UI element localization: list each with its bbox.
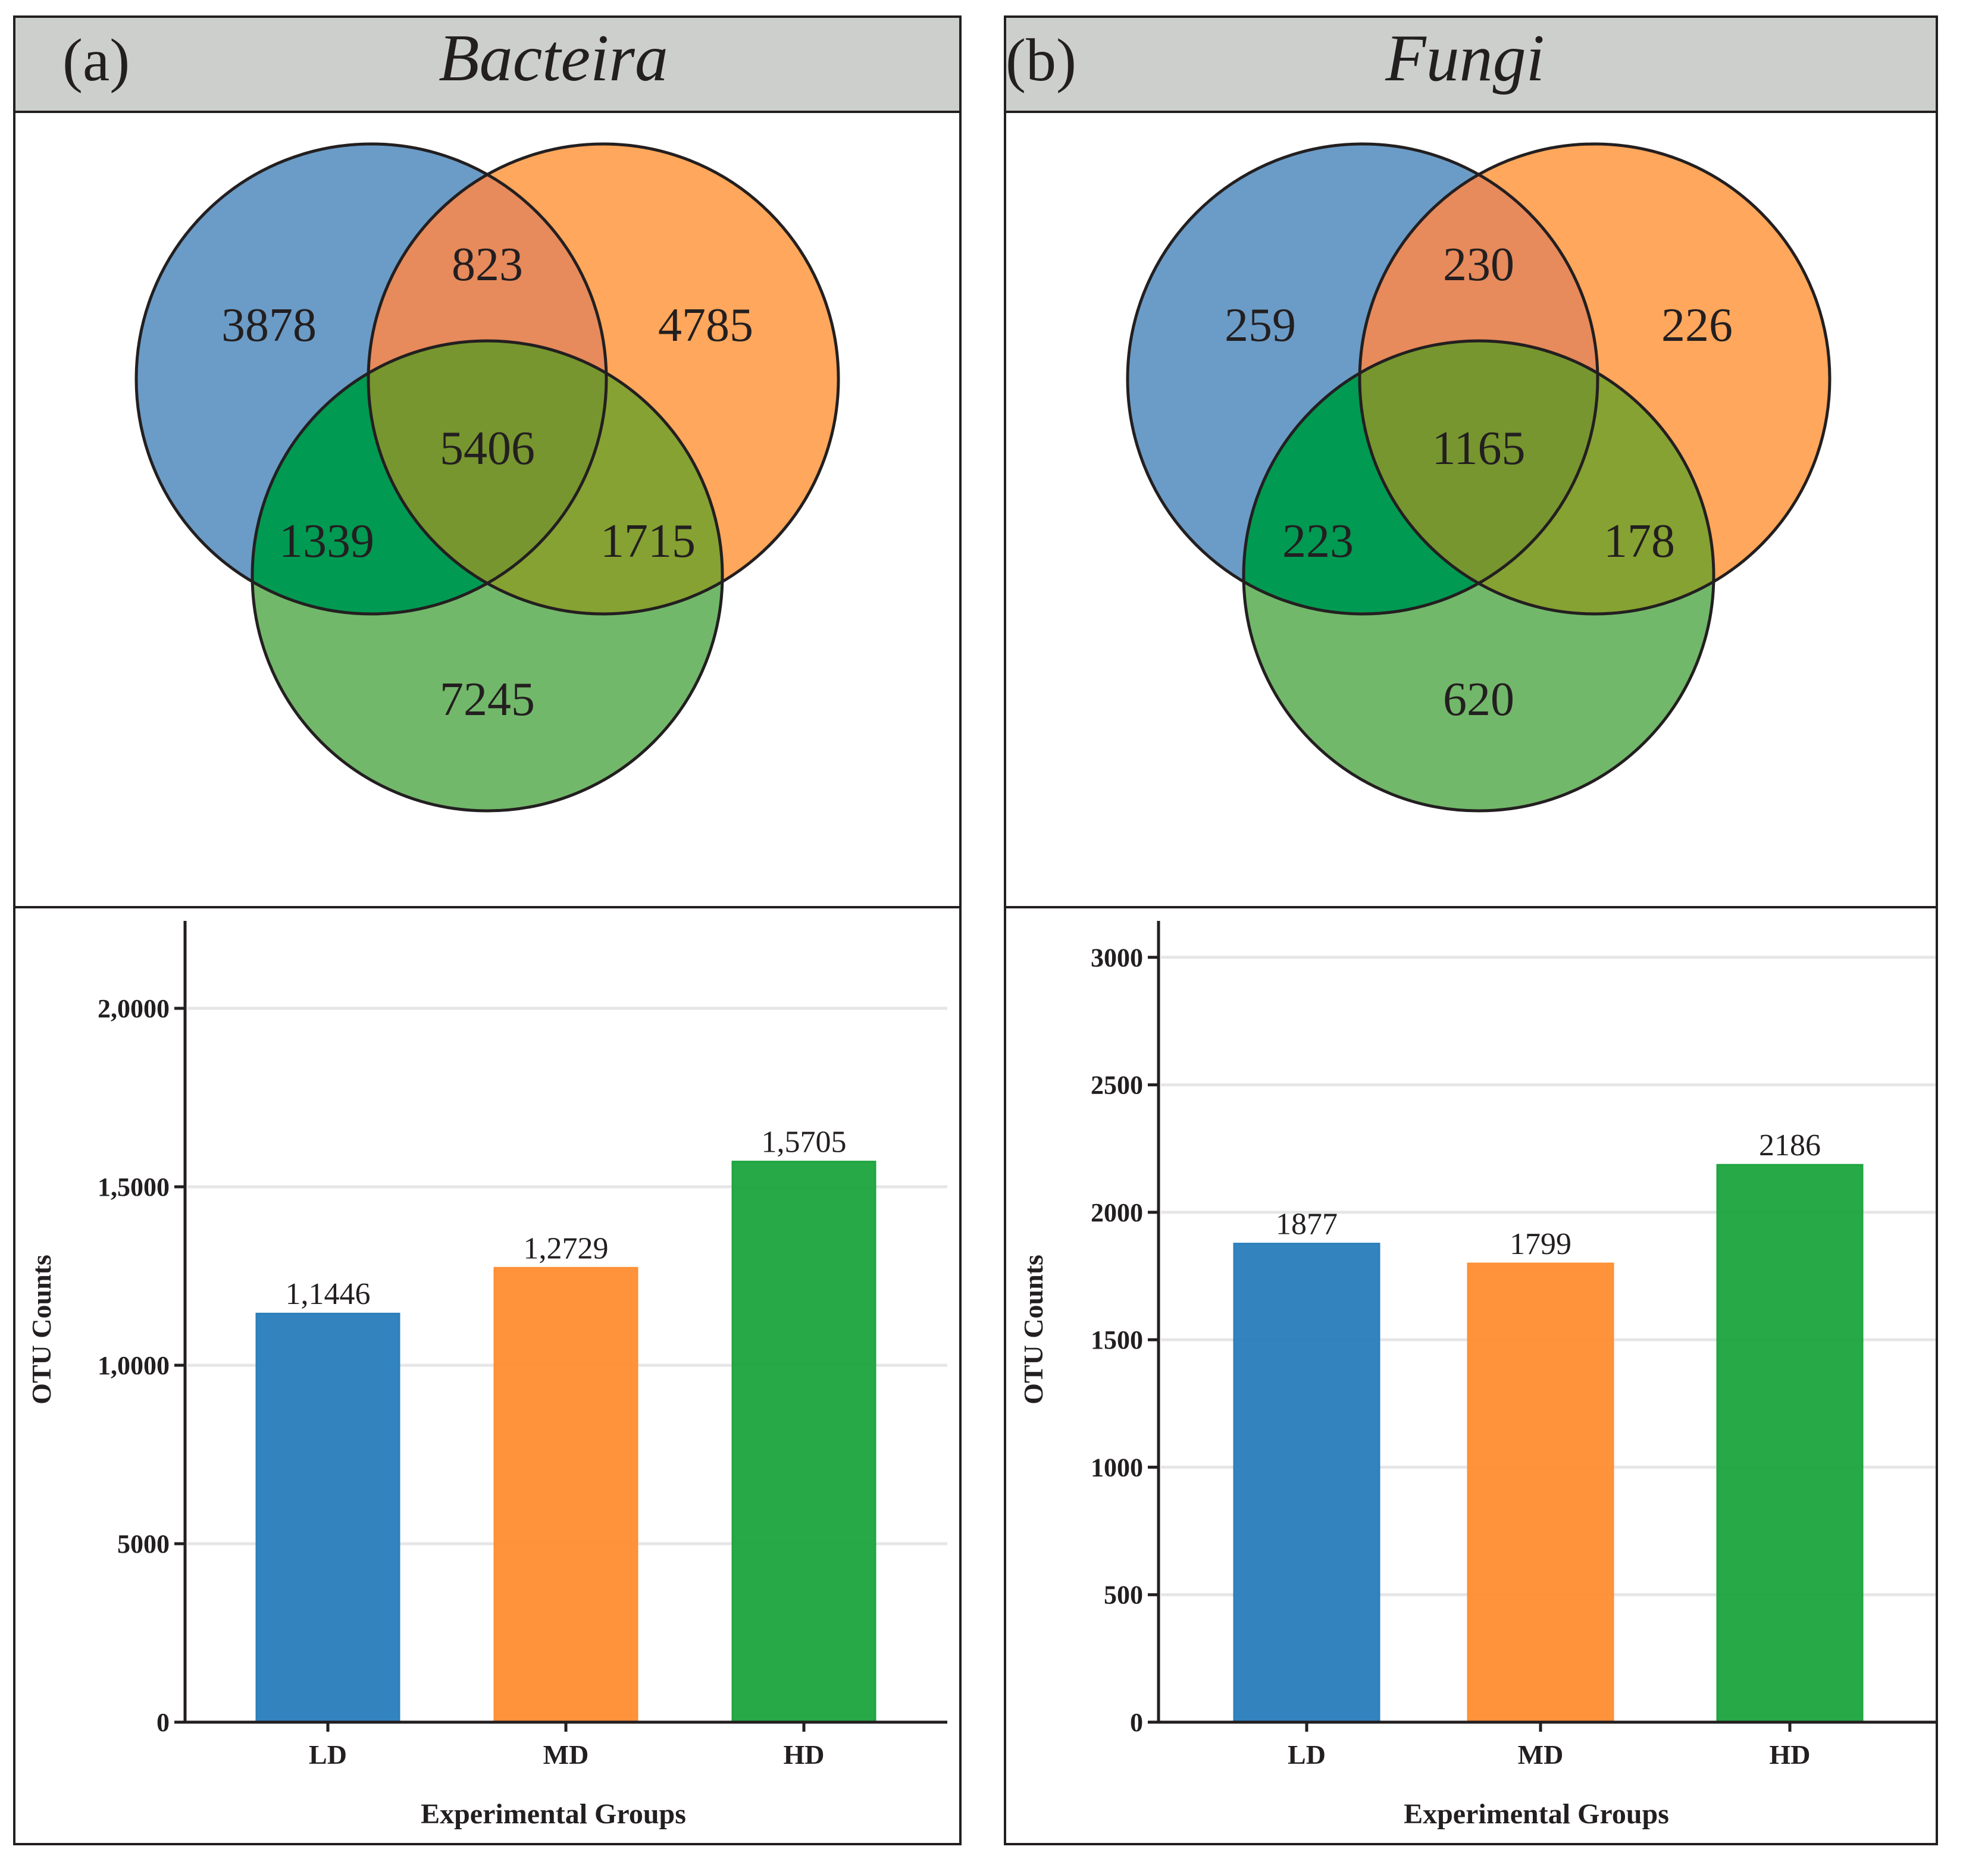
y-tick-label: 1,0000 (98, 1351, 170, 1380)
panel-b-label: (b) (1006, 27, 1076, 94)
y-tick-label: 1,5000 (98, 1173, 170, 1202)
bar-value-label-hd: 2186 (1759, 1128, 1821, 1162)
y-tick-label: 500 (1104, 1581, 1143, 1610)
x-axis-title: Experimental Groups (1404, 1798, 1669, 1830)
y-tick-label: 2,0000 (98, 994, 170, 1023)
venn-label-all: 5406 (440, 422, 535, 475)
panel-frames (13, 15, 1938, 1845)
venn-outline-md (367, 142, 840, 616)
bar-value-label-ld: 1,1446 (286, 1277, 371, 1311)
venn-label-ld-hd: 1339 (279, 515, 374, 568)
bar-md (493, 1266, 638, 1723)
venn-label-ld-md: 230 (1443, 239, 1514, 291)
venn-fungi: 259 226 230 1165 223 178 620 (1126, 142, 1832, 813)
y-tick-label: 2500 (1091, 1071, 1143, 1100)
panel-a-header (14, 17, 960, 112)
bar-chart-bacteria: 1,1446 1,2729 1,5705 0 5000 1,0000 1,5000 2,000… (26, 921, 947, 1830)
venn-outline-md (1358, 142, 1832, 616)
venn-label-md-only: 4785 (658, 299, 753, 352)
venn-label-all: 1165 (1432, 422, 1525, 475)
venn-outline-hd (1242, 339, 1715, 813)
y-tick-label: 2000 (1091, 1198, 1143, 1227)
venn-label-ld-only: 259 (1225, 299, 1296, 352)
x-tick-label-md: MD (543, 1739, 589, 1770)
venn-outline-ld (134, 142, 608, 616)
y-tick-label: 3000 (1091, 943, 1143, 972)
venn-outline-hd (251, 339, 724, 813)
venn-label-hd-only: 620 (1443, 673, 1514, 726)
venn-bacteria: 3878 4785 823 5406 1339 1715 7245 (134, 142, 840, 813)
venn-label-md-only: 226 (1661, 299, 1733, 352)
bar-value-label-md: 1,2729 (524, 1231, 609, 1265)
venn-label-md-hd: 178 (1604, 515, 1675, 568)
venn-outline-ld (1126, 142, 1599, 616)
panel-b-frame (1004, 15, 1938, 1845)
bar-md (1467, 1262, 1614, 1723)
y-tick-label: 0 (1130, 1708, 1143, 1737)
bar-value-label-ld: 1877 (1276, 1208, 1338, 1242)
panel-b-header (1005, 17, 1937, 112)
y-tick-label: 0 (156, 1708, 170, 1737)
venn-label-ld-only: 3878 (221, 299, 317, 352)
venn-label-hd-only: 7245 (440, 673, 535, 726)
venn-label-ld-md: 823 (452, 239, 523, 291)
panel-a-label: (a) (62, 27, 130, 94)
bar-value-label-md: 1799 (1510, 1227, 1571, 1261)
y-tick-label: 1000 (1091, 1453, 1143, 1482)
panel-a-title: Bacteira (439, 21, 668, 95)
bar-chart-fungi: 1877 1799 2186 0 500 1000 1500 2000 2500 3000 LD MD… (1018, 921, 1937, 1830)
x-tick-label-ld: LD (1288, 1739, 1326, 1770)
panel-a-frame (13, 15, 962, 1845)
y-axis-title: OTU Counts (1018, 1255, 1048, 1405)
bar-hd (1716, 1164, 1864, 1723)
x-axis-title: Experimental Groups (421, 1798, 686, 1830)
y-tick-label: 5000 (117, 1529, 170, 1559)
x-tick-label-md: MD (1518, 1739, 1564, 1770)
y-axis-title: OTU Counts (26, 1255, 57, 1405)
bar-value-label-hd: 1,5705 (762, 1126, 847, 1159)
x-tick-label-ld: LD (309, 1739, 347, 1770)
bar-hd (731, 1161, 876, 1723)
venn-label-md-hd: 1715 (600, 515, 696, 568)
panel-b-title: Fungi (1385, 21, 1545, 95)
x-tick-label-hd: HD (784, 1739, 825, 1770)
bar-ld (255, 1312, 400, 1723)
venn-label-ld-hd: 223 (1282, 515, 1354, 568)
y-tick-label: 1500 (1091, 1325, 1143, 1355)
bar-ld (1233, 1243, 1380, 1723)
x-tick-label-hd: HD (1770, 1739, 1811, 1770)
